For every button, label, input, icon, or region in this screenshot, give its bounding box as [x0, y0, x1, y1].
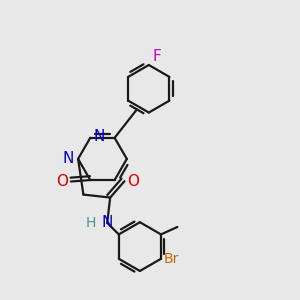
Text: F: F: [152, 49, 161, 64]
Text: O: O: [127, 174, 139, 189]
Text: H: H: [85, 216, 96, 230]
Text: N: N: [62, 152, 74, 166]
Text: O: O: [57, 174, 69, 189]
Text: N: N: [101, 215, 113, 230]
Text: Br: Br: [164, 252, 179, 266]
Text: N: N: [94, 129, 105, 144]
